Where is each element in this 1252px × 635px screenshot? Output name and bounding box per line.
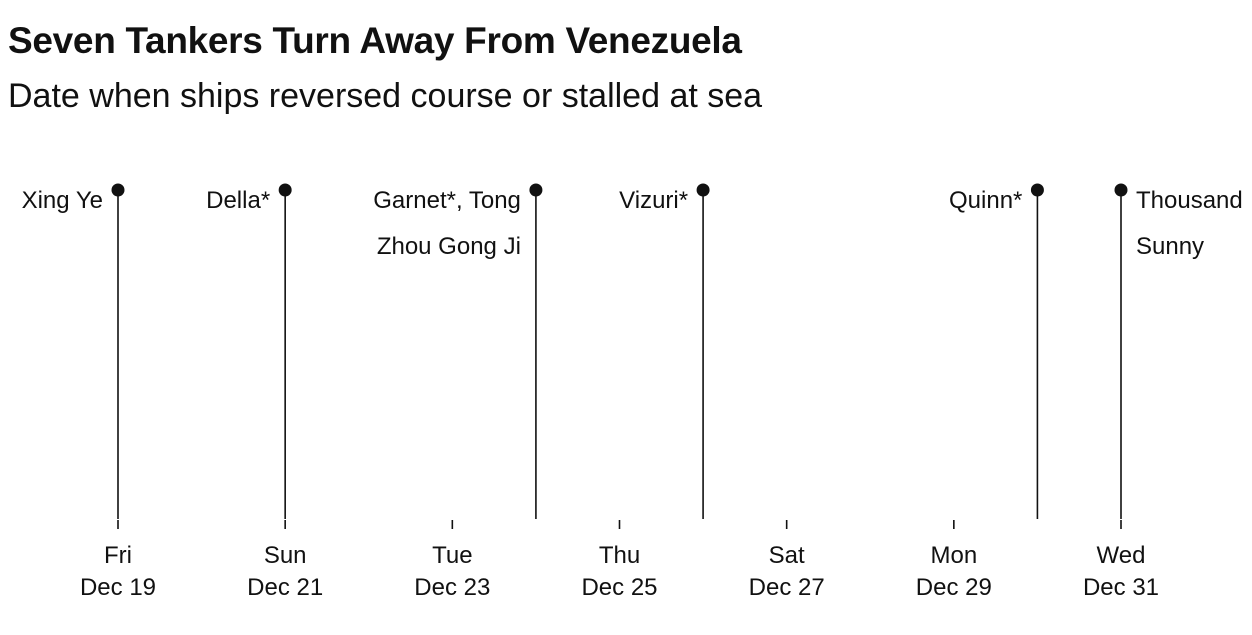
chart-title: Seven Tankers Turn Away From Venezuela [8, 20, 742, 61]
event-label: Garnet*, Tong [373, 187, 521, 214]
events-layer: Xing Ye Della* Garnet*, Tong Zhou Gong Ji Vi… [22, 183, 1243, 519]
event-dot [1030, 183, 1044, 197]
event-label: Thousand [1136, 187, 1243, 214]
x-tick-day-label: Thu [599, 542, 640, 569]
x-tick-day-label: Sat [769, 542, 805, 569]
x-tick-day-label: Wed [1097, 542, 1146, 569]
event-dot [278, 183, 292, 197]
event-label: Zhou Gong Ji [377, 233, 521, 260]
chart-subtitle: Date when ships reversed course or stall… [8, 77, 763, 115]
event-label: Sunny [1136, 233, 1204, 260]
x-axis: Fri Dec 19 Sun Dec 21 Tue Dec 23 Thu Dec 25 Sat D… [80, 520, 1159, 601]
x-tick-date-label: Dec 19 [80, 574, 156, 601]
event-dot [529, 183, 543, 197]
event-label: Della* [206, 187, 270, 214]
event-label: Quinn* [949, 187, 1022, 214]
event-dot [111, 183, 125, 197]
x-tick-date-label: Dec 31 [1083, 574, 1159, 601]
x-tick-date-label: Dec 21 [247, 574, 323, 601]
x-tick-date-label: Dec 25 [581, 574, 657, 601]
x-tick-date-label: Dec 23 [414, 574, 490, 601]
x-tick-day-label: Fri [104, 542, 132, 569]
x-tick-day-label: Mon [930, 542, 977, 569]
event-label: Vizuri* [619, 187, 688, 214]
x-tick-date-label: Dec 29 [916, 574, 992, 601]
event-dot [1114, 183, 1128, 197]
event-dot [696, 183, 710, 197]
x-tick-date-label: Dec 27 [749, 574, 825, 601]
x-tick-day-label: Sun [264, 542, 307, 569]
event-label: Xing Ye [22, 187, 103, 214]
x-tick-day-label: Tue [432, 542, 472, 569]
